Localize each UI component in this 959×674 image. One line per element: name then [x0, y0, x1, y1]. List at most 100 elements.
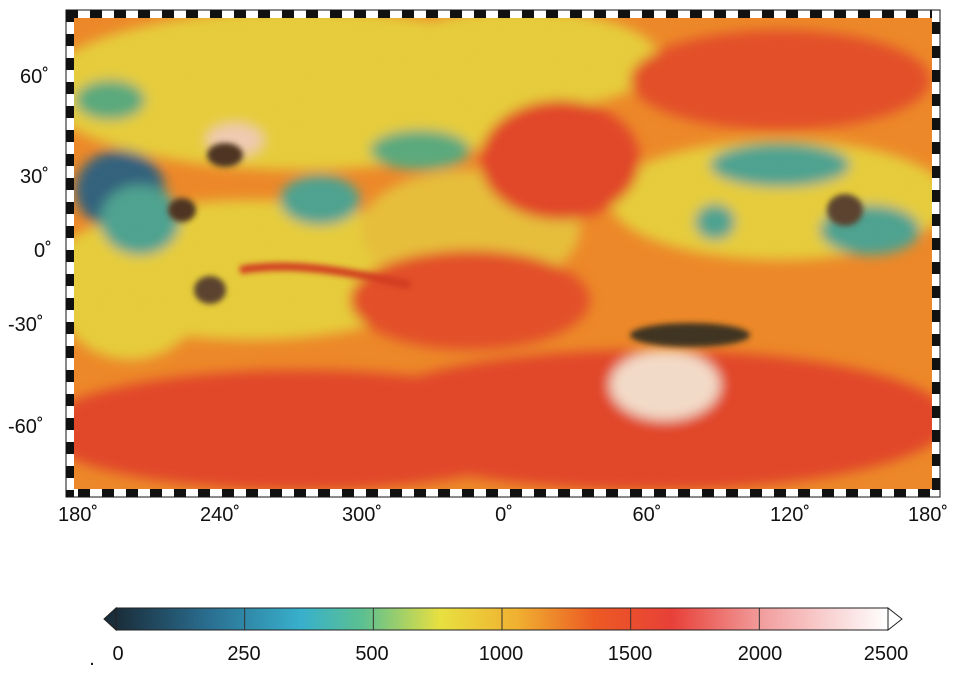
lon-label-0: 0˚	[495, 504, 513, 526]
frame-segment	[66, 322, 74, 334]
frame-segment	[774, 10, 786, 18]
frame-segment	[66, 250, 74, 262]
frame-segment	[66, 442, 74, 454]
frame-segment	[138, 10, 150, 18]
frame-segment	[66, 202, 74, 214]
frame-segment	[66, 94, 74, 106]
frame-segment	[932, 34, 940, 46]
frame-segment	[270, 10, 282, 18]
frame-segment	[162, 10, 174, 18]
frame-segment	[630, 489, 642, 497]
frame-segment	[932, 490, 940, 497]
frame-segment	[66, 142, 74, 154]
lon-label-180-right: 180˚	[907, 504, 949, 526]
frame-segment	[282, 489, 294, 497]
frame-segment	[378, 489, 390, 497]
colorbar-ticks	[244, 608, 760, 630]
frame-segment	[702, 489, 714, 497]
frame-segment	[858, 489, 870, 497]
frame-segment	[222, 489, 234, 497]
frame-segment	[932, 46, 940, 58]
frame-segment	[162, 489, 174, 497]
frame-segment	[390, 489, 402, 497]
frame-segment	[102, 489, 114, 497]
frame-segment	[558, 489, 570, 497]
frame-segment	[174, 10, 186, 18]
frame-segment	[210, 489, 222, 497]
frame-segment	[932, 94, 940, 106]
frame-segment	[702, 10, 714, 18]
colorbar	[103, 606, 903, 632]
frame-segment	[798, 10, 810, 18]
frame-segment	[126, 489, 138, 497]
frame-segment	[246, 10, 258, 18]
frame-segment	[570, 10, 582, 18]
frame-segment	[932, 10, 940, 22]
frame-segment	[66, 70, 74, 82]
frame-segment	[66, 10, 74, 22]
frame-segment	[150, 10, 162, 18]
frame-segment	[750, 10, 762, 18]
frame-segment	[66, 238, 74, 250]
frame-segment	[66, 190, 74, 202]
map-terrain	[74, 18, 932, 489]
frame-segment	[932, 310, 940, 322]
frame-segment	[246, 489, 258, 497]
colorbar-label-500: 500	[355, 643, 389, 665]
frame-segment	[932, 106, 940, 118]
frame-segment	[932, 166, 940, 178]
frame-segment	[426, 10, 438, 18]
frame-segment	[486, 489, 498, 497]
lon-label-300: 300˚	[341, 504, 383, 526]
frame-segment	[618, 489, 630, 497]
frame-segment	[342, 10, 354, 18]
frame-segment	[66, 262, 74, 274]
frame-segment	[510, 10, 522, 18]
frame-segment	[366, 10, 378, 18]
frame-segment	[522, 489, 534, 497]
frame-segment	[66, 166, 74, 178]
frame-segment	[834, 10, 846, 18]
frame-segment	[932, 442, 940, 454]
frame-segment	[932, 118, 940, 130]
lon-label-240: 240˚	[199, 504, 241, 526]
frame-segment	[438, 10, 450, 18]
frame-segment	[66, 370, 74, 382]
frame-segment	[294, 489, 306, 497]
frame-segment	[932, 22, 940, 34]
frame-segment	[932, 262, 940, 274]
frame-segment	[66, 46, 74, 58]
frame-segment	[294, 10, 306, 18]
frame-segment	[66, 226, 74, 238]
frame-segment	[642, 489, 654, 497]
frame-segment	[738, 10, 750, 18]
frame-segment	[498, 489, 510, 497]
frame-segment	[546, 10, 558, 18]
frame-segment	[666, 10, 678, 18]
frame-segment	[66, 154, 74, 166]
frame-segment	[932, 82, 940, 94]
frame-segment	[462, 489, 474, 497]
frame-segment	[932, 298, 940, 310]
frame-segment	[654, 10, 666, 18]
frame-segment	[618, 10, 630, 18]
frame-segment	[486, 10, 498, 18]
frame-segment	[450, 10, 462, 18]
frame-segment	[932, 346, 940, 358]
frame-segment	[258, 10, 270, 18]
frame-segment	[810, 10, 822, 18]
frame-segment	[606, 489, 618, 497]
frame-segment	[306, 10, 318, 18]
frame-segment	[932, 382, 940, 394]
frame-segment	[932, 418, 940, 430]
frame-segment	[932, 154, 940, 166]
frame-segment	[870, 10, 882, 18]
frame-segment	[882, 489, 894, 497]
frame-segment	[66, 334, 74, 346]
frame-segment	[186, 489, 198, 497]
frame-segment	[354, 489, 366, 497]
frame-segment	[786, 489, 798, 497]
frame-segment	[66, 286, 74, 298]
frame-segment	[932, 238, 940, 250]
frame-segment	[114, 489, 126, 497]
